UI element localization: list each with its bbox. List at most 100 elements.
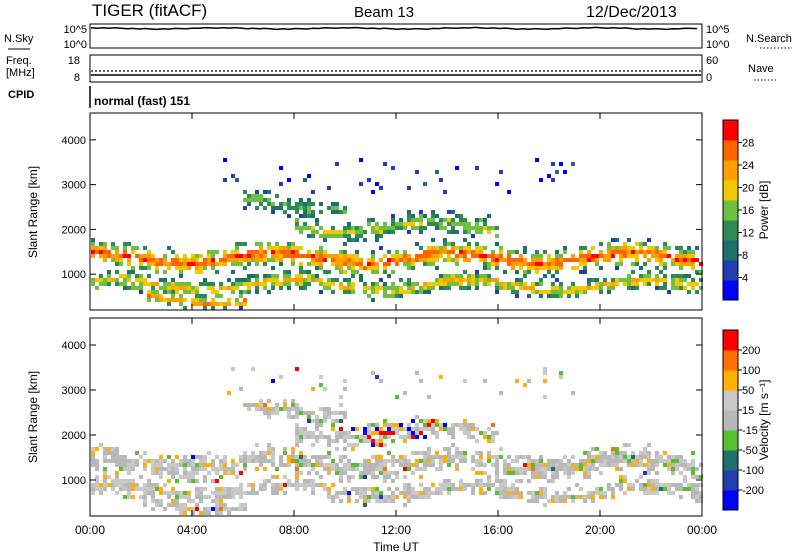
range-cell [387, 286, 391, 290]
range-cell [291, 246, 295, 250]
range-cell [467, 226, 471, 230]
range-cell [267, 246, 271, 250]
range-cell [271, 411, 275, 415]
range-cell [599, 491, 603, 495]
range-cell [371, 455, 375, 459]
range-cell [299, 483, 303, 487]
range-cell [675, 459, 679, 463]
range-cell [335, 491, 339, 495]
range-cell [455, 274, 459, 278]
range-cell [331, 230, 335, 234]
range-cell [367, 222, 371, 226]
range-cell [403, 455, 407, 459]
range-cell [419, 214, 423, 218]
range-cell [667, 246, 671, 250]
range-cell [351, 274, 355, 278]
range-cell [247, 194, 251, 198]
range-cell [251, 258, 255, 262]
range-cell [175, 495, 179, 499]
range-cell [259, 194, 263, 198]
range-cell [299, 459, 303, 463]
range-cell [691, 471, 695, 475]
range-cell [487, 254, 491, 258]
range-cell [435, 222, 439, 226]
range-cell [599, 250, 603, 254]
range-cell [663, 274, 667, 278]
range-cell [111, 487, 115, 491]
range-cell [379, 286, 383, 290]
range-cell [171, 475, 175, 479]
range-cell [175, 254, 179, 258]
range-cell [447, 278, 451, 282]
range-cell [467, 230, 471, 234]
range-cell [151, 258, 155, 262]
range-cell [559, 459, 563, 463]
range-cell [123, 274, 127, 278]
range-cell [467, 250, 471, 254]
range-cell [427, 459, 431, 463]
range-cell [559, 371, 563, 375]
range-cell [171, 459, 175, 463]
range-cell [427, 455, 431, 459]
range-cell [299, 254, 303, 258]
range-cell [491, 278, 495, 282]
range-cell [631, 250, 635, 254]
range-cell [271, 475, 275, 479]
range-cell [127, 258, 131, 262]
range-cell [443, 447, 447, 451]
range-cell [583, 475, 587, 479]
range-cell [475, 463, 479, 467]
range-cell [339, 467, 343, 471]
range-cell [507, 258, 511, 262]
range-cell [179, 270, 183, 274]
range-cell [647, 282, 651, 286]
range-cell [551, 178, 555, 182]
range-cell [223, 254, 227, 258]
range-cell [431, 459, 435, 463]
range-cell [379, 491, 383, 495]
range-cell [571, 162, 575, 166]
range-cell [303, 487, 307, 491]
range-cell [371, 475, 375, 479]
range-cell [335, 447, 339, 451]
range-cell [239, 254, 243, 258]
range-cell [679, 254, 683, 258]
range-cell [435, 214, 439, 218]
range-cell [423, 226, 427, 230]
range-cell [535, 270, 539, 274]
range-cell [307, 262, 311, 266]
range-cell [295, 423, 299, 427]
range-cell [463, 218, 467, 222]
range-cell [307, 463, 311, 467]
range-cell [319, 202, 323, 206]
range-cell [443, 479, 447, 483]
range-cell [491, 483, 495, 487]
range-cell [463, 451, 467, 455]
range-cell [287, 274, 291, 278]
range-cell [567, 467, 571, 471]
range-cell [195, 503, 199, 507]
range-cell [647, 471, 651, 475]
range-cell [227, 254, 231, 258]
range-cell [579, 270, 583, 274]
range-cell [291, 278, 295, 282]
range-cell [371, 443, 375, 447]
range-cell [475, 270, 479, 274]
range-cell [235, 463, 239, 467]
range-cell [531, 254, 535, 258]
range-cell [679, 459, 683, 463]
range-cell [431, 262, 435, 266]
range-cell [187, 507, 191, 511]
range-cell [603, 258, 607, 262]
range-cell [503, 270, 507, 274]
range-cell [663, 463, 667, 467]
range-cell [655, 250, 659, 254]
range-cell [191, 298, 195, 302]
range-cell [367, 294, 371, 298]
range-cell [227, 391, 231, 395]
range-cell [371, 431, 375, 435]
range-cell [579, 258, 583, 262]
range-cell [171, 262, 175, 266]
range-cell [467, 278, 471, 282]
range-cell [287, 411, 291, 415]
